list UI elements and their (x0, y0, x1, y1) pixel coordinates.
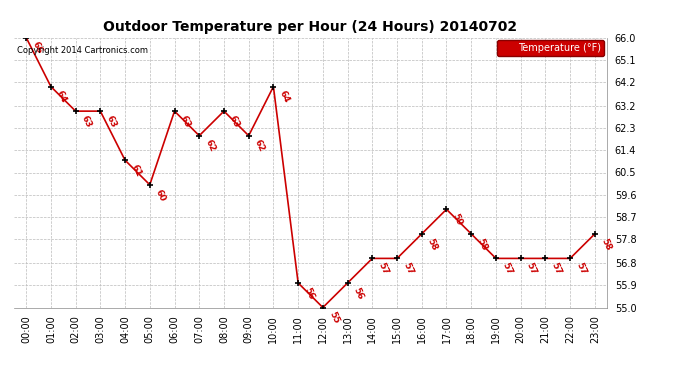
Text: 66: 66 (30, 40, 43, 56)
Text: 58: 58 (475, 237, 489, 252)
Legend: Temperature (°F): Temperature (°F) (497, 40, 604, 56)
Text: 61: 61 (129, 163, 143, 178)
Text: 58: 58 (426, 237, 440, 252)
Text: 57: 57 (500, 261, 513, 276)
Text: 63: 63 (228, 114, 242, 129)
Text: 62: 62 (204, 138, 217, 154)
Text: 63: 63 (80, 114, 93, 129)
Text: 57: 57 (525, 261, 538, 276)
Text: 57: 57 (401, 261, 415, 276)
Text: 64: 64 (55, 89, 68, 105)
Text: 57: 57 (574, 261, 588, 276)
Text: 64: 64 (277, 89, 291, 105)
Text: 60: 60 (154, 188, 168, 202)
Text: 57: 57 (549, 261, 563, 276)
Text: 56: 56 (302, 286, 316, 301)
Text: 63: 63 (179, 114, 192, 129)
Text: 62: 62 (253, 138, 266, 154)
Text: Copyright 2014 Cartronics.com: Copyright 2014 Cartronics.com (17, 46, 148, 55)
Text: 59: 59 (451, 212, 464, 227)
Text: 63: 63 (104, 114, 118, 129)
Text: 55: 55 (327, 310, 340, 326)
Text: 57: 57 (377, 261, 390, 276)
Title: Outdoor Temperature per Hour (24 Hours) 20140702: Outdoor Temperature per Hour (24 Hours) … (104, 20, 518, 33)
Text: 58: 58 (599, 237, 613, 252)
Text: 56: 56 (352, 286, 365, 301)
